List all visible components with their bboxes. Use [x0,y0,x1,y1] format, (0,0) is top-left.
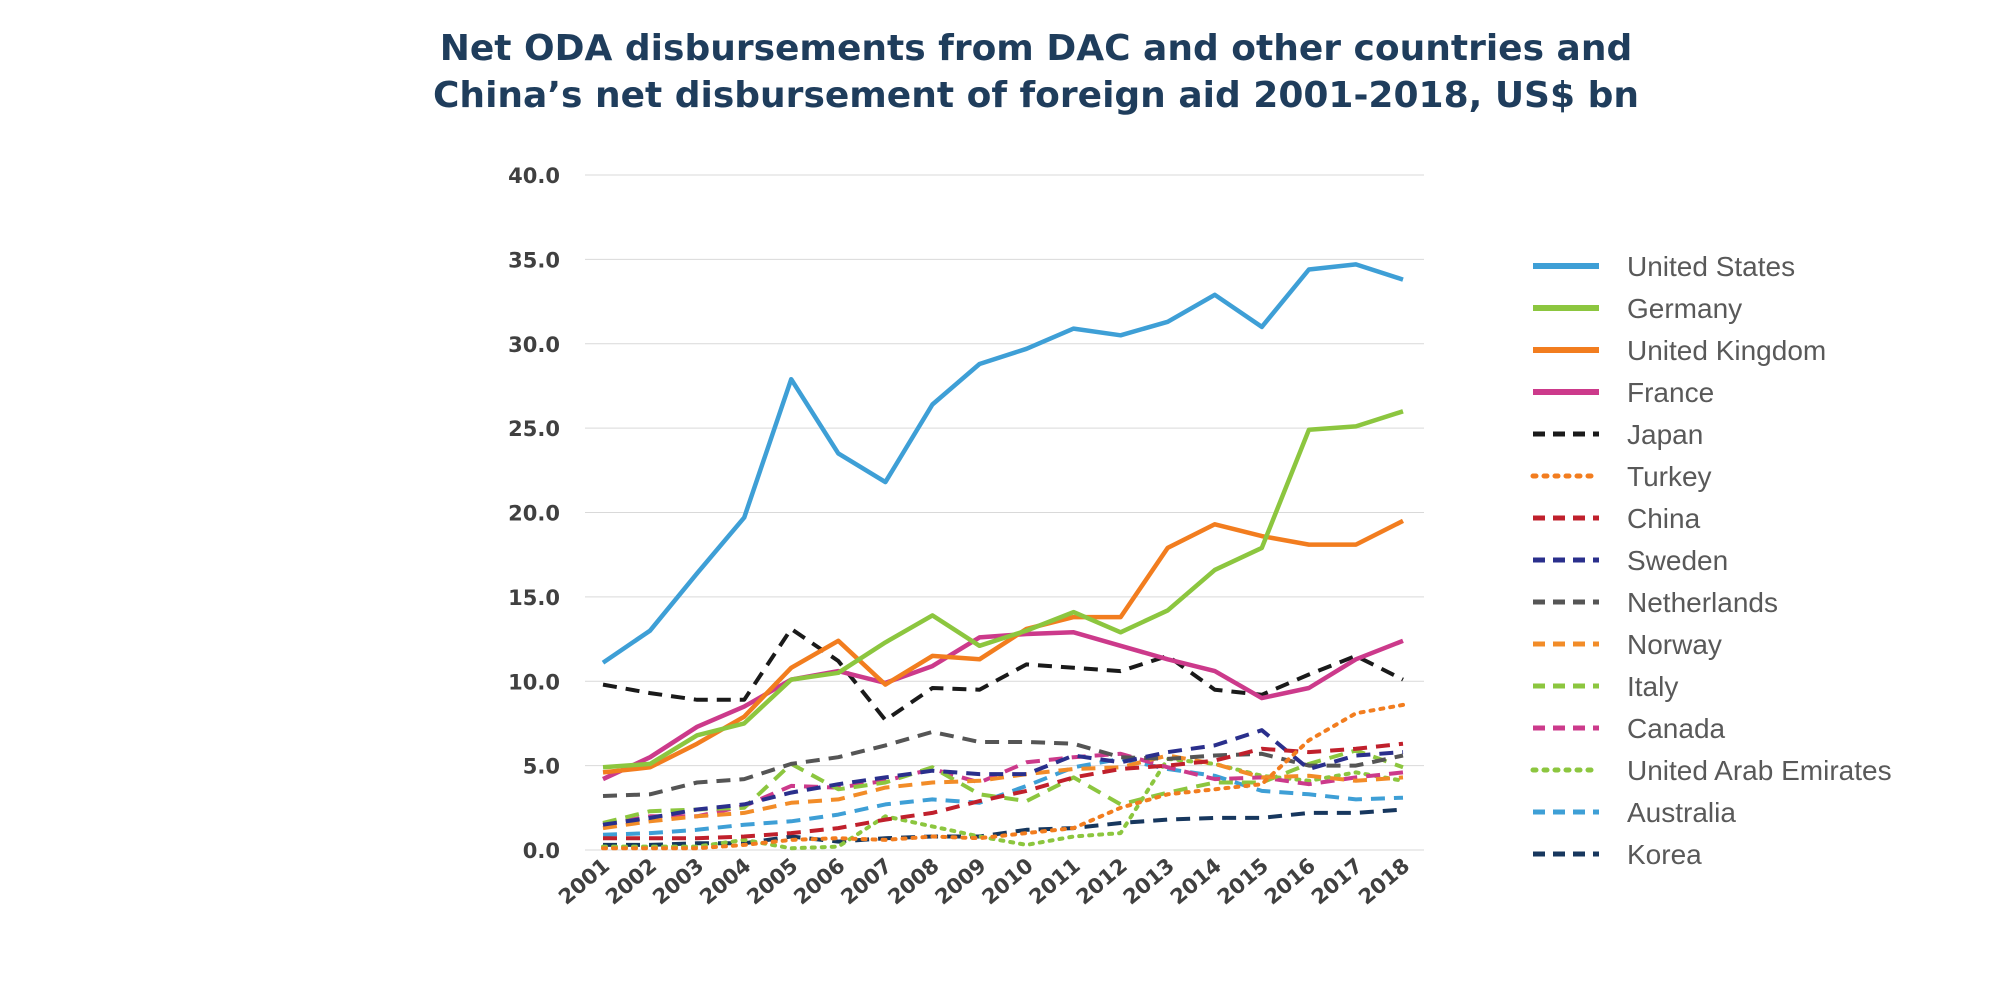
x-tick-label: 2011 [1025,853,1085,909]
legend-label: Turkey [1627,461,1712,492]
x-tick-label: 2006 [789,853,849,909]
series-line-italy [602,748,1404,825]
y-tick-label: 30.0 [508,333,560,357]
legend-label: Australia [1627,797,1736,828]
series-line-china [603,741,1404,841]
gridlines [585,174,1424,851]
legend-label: United States [1627,251,1795,282]
legend-label: Japan [1627,419,1703,450]
y-tick-label: 25.0 [508,417,560,441]
legend-label: Canada [1627,713,1726,744]
chart-title-line-2: China’s net disbursement of foreign aid … [433,75,1639,116]
y-tick-label: 40.0 [508,164,560,188]
series-line-turkey [601,702,1405,851]
series-line-japan [602,626,1404,723]
y-tick-label: 10.0 [508,670,560,694]
y-tick-label: 15.0 [508,586,560,610]
series-line-norway [602,753,1404,831]
series-line-sweden [602,728,1404,827]
x-tick-label: 2007 [836,853,896,909]
series-line-germany [602,409,1404,770]
legend-label: Italy [1627,671,1678,702]
y-axis-ticks: 0.0 5.0 10.0 15.0 20.0 25.0 30.0 35.0 40.0 [508,164,560,863]
series-lines [601,262,1405,851]
x-tick-label: 2014 [1166,853,1226,909]
x-tick-label: 2018 [1354,853,1414,909]
legend-label: Sweden [1627,545,1728,576]
x-tick-label: 2016 [1260,853,1320,909]
x-tick-label: 2001 [554,853,614,909]
x-tick-label: 2004 [695,853,755,909]
x-tick-label: 2017 [1307,853,1367,909]
x-tick-label: 2013 [1119,853,1179,909]
legend-label: Netherlands [1627,587,1778,618]
legend-label: China [1627,503,1701,534]
legend-label: Korea [1627,839,1702,870]
legend-label: France [1627,377,1714,408]
x-tick-label: 2012 [1072,853,1132,909]
legend: United States Germany United Kingdom France… [1530,251,1892,870]
series-line-netherlands [602,729,1404,798]
y-tick-label: 35.0 [508,248,560,272]
x-tick-label: 2010 [978,853,1038,909]
chart-title: Net ODA disbursements from DAC and other… [433,28,1639,116]
legend-label: Germany [1627,293,1742,324]
x-axis-ticks: 2001200220032004200520062007200820092010… [554,853,1414,909]
legend-label: United Kingdom [1627,335,1826,366]
x-tick-label: 2008 [883,853,943,909]
x-tick-label: 2002 [601,853,661,909]
x-tick-label: 2015 [1213,853,1273,909]
x-tick-label: 2009 [930,853,990,909]
y-tick-label: 5.0 [523,755,560,779]
legend-label: Norway [1627,629,1722,660]
x-tick-label: 2005 [742,853,802,909]
legend-label: United Arab Emirates [1627,755,1892,786]
series-line-france [602,630,1404,782]
y-tick-label: 20.0 [508,502,560,526]
y-tick-label: 0.0 [523,839,560,863]
series-line-united-states [601,262,1404,665]
series-line-united-kingdom [602,518,1405,775]
chart-title-line-1: Net ODA disbursements from DAC and other… [440,28,1633,69]
x-tick-label: 2003 [648,853,708,909]
series-line-korea [603,807,1404,847]
